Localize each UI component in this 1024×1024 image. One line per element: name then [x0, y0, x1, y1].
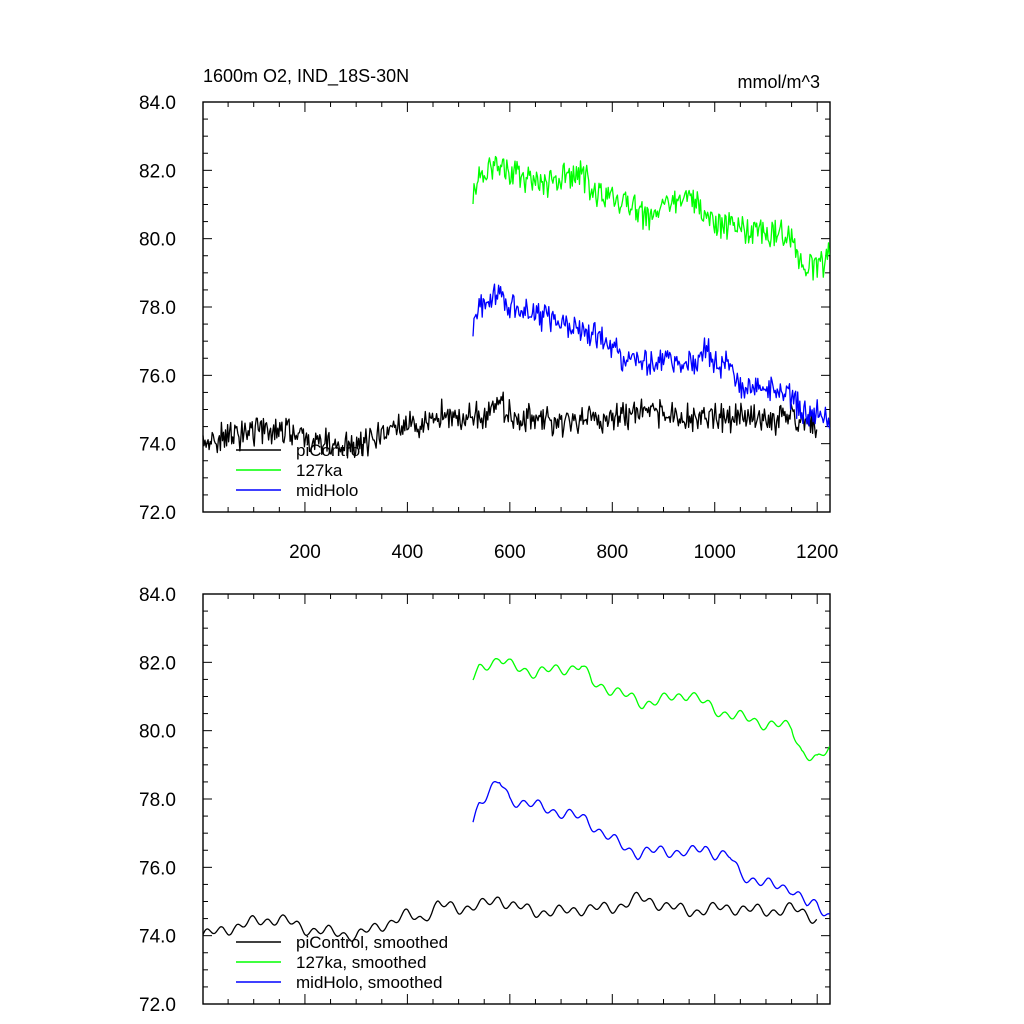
legend-label: midHolo, smoothed	[296, 973, 442, 992]
bottom-panel: 72.0 74.0 76.0 78.0 80.0 82.0 84.0 piControl, …	[139, 585, 831, 1016]
x-tick-label: 1200	[796, 542, 838, 563]
x-tick-labels: 200 400 600 800 1000 1200	[289, 542, 838, 563]
x-tick-label: 200	[289, 542, 321, 563]
y-tick-label: 82.0	[139, 653, 176, 674]
series-line-1	[472, 657, 831, 762]
ticks	[203, 593, 830, 1005]
series-lines	[202, 657, 831, 942]
x-tick-label: 600	[494, 542, 526, 563]
series-line-0	[202, 391, 818, 459]
y-tick-label: 76.0	[139, 858, 176, 879]
y-tick-label: 82.0	[139, 161, 176, 182]
y-tick-label: 78.0	[139, 790, 176, 811]
x-tick-label: 800	[596, 542, 628, 563]
panel-units: mmol/m^3	[738, 72, 820, 92]
legend-label: 127ka	[296, 461, 343, 480]
series-lines	[202, 155, 831, 459]
x-tick-label: 1000	[694, 542, 736, 563]
series-line-2	[472, 781, 830, 917]
y-tick-label: 74.0	[139, 927, 176, 948]
y-tick-labels: 72.0 74.0 76.0 78.0 80.0 82.0 84.0	[139, 585, 176, 1016]
legend-label: 127ka, smoothed	[296, 953, 426, 972]
y-tick-label: 84.0	[139, 585, 176, 606]
y-tick-label: 74.0	[139, 435, 176, 456]
top-panel: 1600m O2, IND_18S-30N mmol/m^3 72.074.07…	[139, 66, 838, 563]
y-tick-label: 80.0	[139, 230, 176, 251]
panel-title: 1600m O2, IND_18S-30N	[203, 66, 409, 87]
y-tick-label: 78.0	[139, 298, 176, 319]
y-tick-label: 72.0	[139, 995, 176, 1016]
series-line-1	[472, 155, 831, 281]
series-line-2	[472, 283, 831, 429]
legend-label: midHolo	[296, 481, 358, 500]
y-tick-labels: 72.0 74.0 76.0 78.0 80.0 82.0 84.0	[139, 93, 176, 524]
y-tick-label: 84.0	[139, 93, 176, 114]
legend-label: piControl	[296, 441, 364, 460]
y-tick-label: 80.0	[139, 722, 176, 743]
y-tick-label: 76.0	[139, 366, 176, 387]
legend-label: piControl, smoothed	[296, 933, 448, 952]
series-line-0	[202, 891, 818, 942]
x-tick-label: 400	[392, 542, 424, 563]
y-tick-label: 72.0	[139, 503, 176, 524]
